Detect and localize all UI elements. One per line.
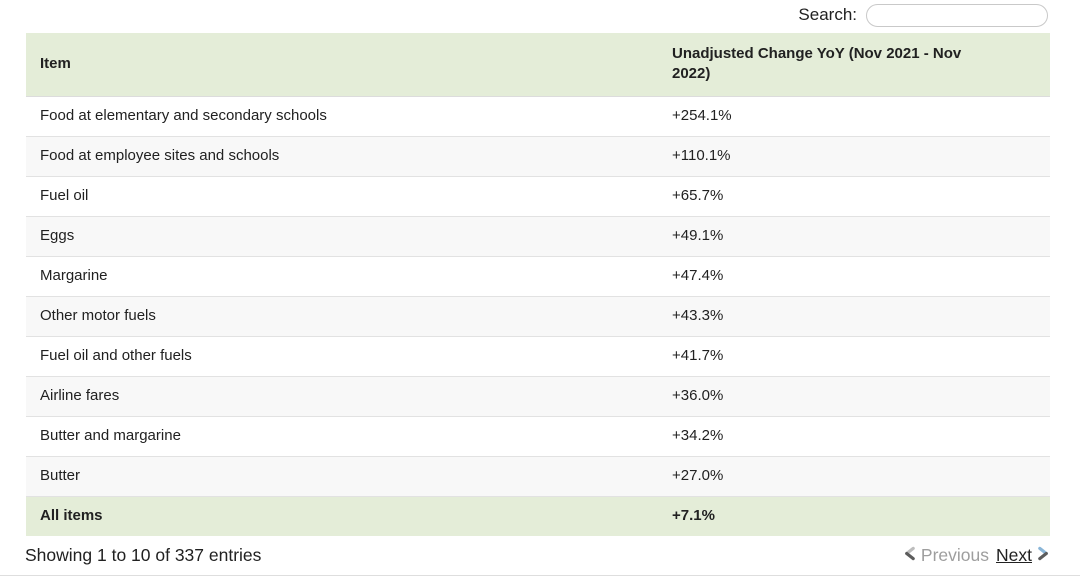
table-row: Butter +27.0% [26, 456, 1050, 497]
item-cell: Margarine [26, 256, 658, 297]
table-row: Food at elementary and secondary schools… [26, 96, 1050, 137]
change-cell: +110.1% [658, 136, 1050, 177]
chevron-right-icon [1037, 545, 1050, 566]
item-cell: Airline fares [26, 376, 658, 417]
table-row: Other motor fuels +43.3% [26, 296, 1050, 337]
search-input[interactable] [866, 3, 1048, 27]
table-row: Fuel oil and other fuels +41.7% [26, 336, 1050, 377]
item-cell: All items [40, 507, 103, 525]
item-cell: Food at elementary and secondary schools [26, 96, 658, 137]
header-row: Item Unadjusted Change YoY (Nov 2021 - N… [26, 33, 1050, 97]
previous-button[interactable]: Previous [903, 545, 989, 566]
change-cell: +49.1% [658, 216, 1050, 257]
change-cell: +47.4% [658, 256, 1050, 297]
item-cell: Fuel oil and other fuels [26, 336, 658, 377]
column-header-change[interactable]: Unadjusted Change YoY (Nov 2021 - Nov 20… [658, 33, 1050, 97]
change-cell: +36.0% [658, 376, 1050, 417]
change-cell: +34.2% [658, 416, 1050, 457]
bottom-divider [0, 575, 1080, 576]
data-table: Item Unadjusted Change YoY (Nov 2021 - N… [26, 33, 1050, 536]
table-row: Eggs +49.1% [26, 216, 1050, 257]
item-cell: Butter [26, 456, 658, 497]
chevron-left-icon [903, 545, 916, 566]
next-button[interactable]: Next [996, 545, 1050, 566]
item-cell: Food at employee sites and schools [26, 136, 658, 177]
table-footer: Showing 1 to 10 of 337 entries Previous … [0, 536, 1080, 575]
change-cell: +43.3% [658, 296, 1050, 337]
pagination: Previous Next [903, 545, 1050, 566]
table-row: Butter and margarine +34.2% [26, 416, 1050, 457]
change-cell: +27.0% [658, 456, 1050, 497]
search-bar: Search: [0, 0, 1080, 33]
item-cell: Other motor fuels [26, 296, 658, 337]
item-cell: Butter and margarine [26, 416, 658, 457]
change-cell: +254.1% [658, 96, 1050, 137]
table-row: Fuel oil +65.7% [26, 176, 1050, 217]
table-area: Item Unadjusted Change YoY (Nov 2021 - N… [0, 33, 1080, 536]
change-cell: +41.7% [658, 336, 1050, 377]
entries-info: Showing 1 to 10 of 337 entries [25, 545, 262, 565]
item-cell: Eggs [26, 216, 658, 257]
table-row: Airline fares +36.0% [26, 376, 1050, 417]
summary-row-all-items: All items +7.1% [26, 496, 1050, 536]
search-label: Search: [798, 5, 857, 24]
column-header-item[interactable]: Item [26, 33, 658, 97]
item-cell: Fuel oil [26, 176, 658, 217]
change-cell: +65.7% [658, 176, 1050, 217]
change-cell: +7.1% [672, 507, 715, 525]
table-row: Food at employee sites and schools +110.… [26, 136, 1050, 177]
table-row: Margarine +47.4% [26, 256, 1050, 297]
